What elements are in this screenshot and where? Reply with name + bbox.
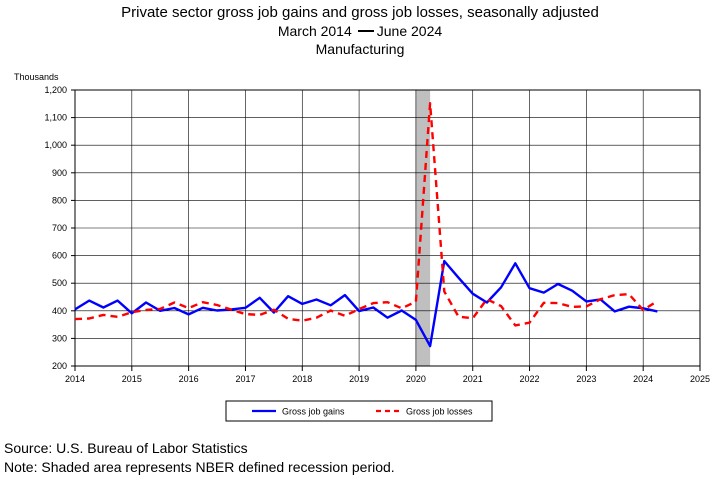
title-dash <box>357 29 374 32</box>
chart-title: Private sector gross job gains and gross… <box>0 4 720 58</box>
title-line-3: Manufacturing <box>315 41 405 57</box>
legend <box>225 400 493 422</box>
x-tick-label: 2021 <box>463 374 483 384</box>
x-tick-label: 2017 <box>235 374 255 384</box>
series-line-gross-job-gains <box>74 259 658 348</box>
x-tick-label: 2016 <box>179 374 199 384</box>
legend-label-losses: Gross job losses <box>406 407 473 417</box>
x-tick-label: 2018 <box>292 374 312 384</box>
y-tick-label: 800 <box>52 195 67 205</box>
y-tick-label: 1,000 <box>44 140 67 150</box>
title-period-end: June 2024 <box>376 23 443 39</box>
plot-frame <box>74 89 701 367</box>
source-note: Source: U.S. Bureau of Labor Statistics <box>4 440 248 456</box>
x-tick-label: 2025 <box>690 374 710 384</box>
y-tick-label: 200 <box>52 361 67 371</box>
y-tick-label: 900 <box>52 168 67 178</box>
x-tick-label: 2020 <box>406 374 426 384</box>
title-period-start: March 2014 <box>277 23 352 39</box>
title-line-1: Private sector gross job gains and gross… <box>121 4 599 21</box>
y-axis-unit-label: Thousands <box>14 72 59 82</box>
legend-label-gains: Gross job gains <box>282 407 345 417</box>
recession-note: Note: Shaded area represents NBER define… <box>4 459 395 475</box>
x-tick-label: 2019 <box>349 374 369 384</box>
y-tick-label: 400 <box>52 306 67 316</box>
y-tick-label: 1,200 <box>44 85 67 95</box>
x-tick-label: 2023 <box>576 374 596 384</box>
title-line-2: March 2014 June 2024 <box>0 22 720 40</box>
y-tick-label: 500 <box>52 278 67 288</box>
y-tick-label: 600 <box>52 251 67 261</box>
x-tick-label: 2024 <box>633 374 653 384</box>
x-tick-label: 2014 <box>65 374 85 384</box>
y-tick-label: 700 <box>52 223 67 233</box>
series-line-gross-job-losses <box>74 101 659 327</box>
x-tick-label: 2015 <box>122 374 142 384</box>
x-tick-label: 2022 <box>520 374 540 384</box>
y-tick-label: 1,100 <box>44 113 67 123</box>
y-tick-label: 300 <box>52 333 67 343</box>
